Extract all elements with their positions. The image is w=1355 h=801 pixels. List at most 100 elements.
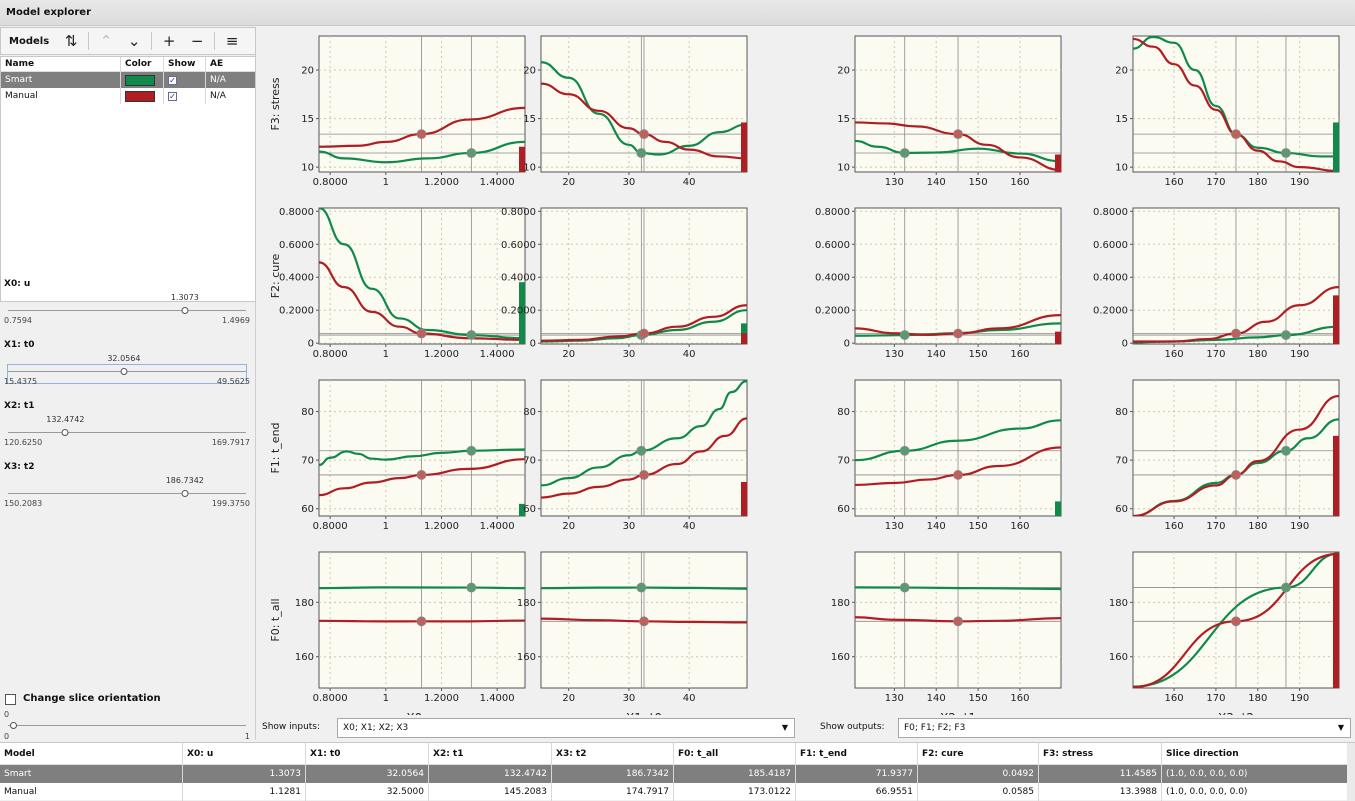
smart-series-line bbox=[319, 448, 525, 467]
model-show-cell[interactable]: ✓ bbox=[164, 88, 206, 104]
y-tick-label: 70 bbox=[837, 456, 850, 467]
x-tick-label: 1.4000 bbox=[480, 693, 515, 704]
model-row-smart[interactable]: Smart ✓ N/A bbox=[1, 72, 255, 88]
column-header-name[interactable]: Name bbox=[1, 57, 121, 71]
y-tick-label: 0.6000 bbox=[1093, 240, 1128, 251]
chevron-down-icon[interactable]: ▼ bbox=[1337, 723, 1344, 732]
slider-track[interactable] bbox=[8, 432, 246, 433]
show-outputs-select[interactable]: F0; F1; F2; F3 ▼ bbox=[898, 718, 1351, 738]
show-inputs-value: X0; X1; X2; X3 bbox=[343, 723, 409, 733]
x-tick-label: 170 bbox=[1206, 521, 1225, 532]
slider-handle[interactable] bbox=[181, 307, 189, 314]
manual-series-line bbox=[319, 458, 525, 497]
results-column-header[interactable]: X0: u bbox=[183, 743, 306, 764]
model-color-cell[interactable] bbox=[121, 72, 164, 88]
x-tick-label: 140 bbox=[927, 693, 946, 704]
manual-indicator-bar bbox=[741, 122, 747, 172]
menu-icon[interactable]: ≡ bbox=[225, 32, 239, 50]
table-cell: 186.7342 bbox=[552, 765, 674, 783]
x-tick-label: 150 bbox=[969, 349, 988, 360]
smart-indicator-bar bbox=[519, 282, 525, 344]
results-column-header[interactable]: F1: t_end bbox=[796, 743, 918, 764]
y-tick-label: 0.2000 bbox=[1093, 306, 1128, 317]
x-tick-label: 30 bbox=[623, 521, 636, 532]
table-cell: 173.0122 bbox=[674, 783, 796, 801]
minus-icon[interactable]: − bbox=[190, 32, 204, 50]
slider-value: 1.3073 bbox=[170, 293, 199, 302]
results-column-header[interactable]: F0: t_all bbox=[674, 743, 796, 764]
results-column-header[interactable]: F3: stress bbox=[1039, 743, 1162, 764]
results-scrollbar[interactable] bbox=[1347, 743, 1355, 801]
arrow-up-icon[interactable]: ⌃ bbox=[99, 32, 113, 50]
results-table: Model X0: u X1: t0 X2: t1 X3: t2 F0: t_a… bbox=[0, 742, 1355, 801]
orientation-slider-handle[interactable] bbox=[10, 722, 17, 729]
manual-point bbox=[416, 328, 427, 339]
arrow-down-icon[interactable]: ⌄ bbox=[127, 32, 141, 50]
plus-icon[interactable]: + bbox=[162, 32, 176, 50]
x-tick-label: 40 bbox=[683, 693, 696, 704]
plot-panel bbox=[318, 207, 526, 345]
show-inputs-select[interactable]: X0; X1; X2; X3 ▼ bbox=[337, 718, 795, 738]
column-header-show[interactable]: Show bbox=[164, 57, 206, 71]
slider-max: 199.3750 bbox=[211, 499, 250, 508]
table-row[interactable]: Manual 1.1281 32.5000 145.2083 174.7917 … bbox=[0, 783, 1355, 801]
results-column-header[interactable]: F2: cure bbox=[918, 743, 1039, 764]
change-orientation-checkbox[interactable] bbox=[5, 694, 16, 705]
y-tick-label: 60 bbox=[837, 504, 850, 515]
plot-filters: Show inputs: X0; X1; X2; X3 ▼ Show outpu… bbox=[257, 716, 1355, 740]
orientation-slider-track[interactable] bbox=[8, 725, 246, 726]
orientation-max: 1 bbox=[244, 732, 250, 741]
table-row[interactable]: Smart 1.3073 32.0564 132.4742 186.7342 1… bbox=[0, 765, 1355, 783]
x-tick-label: 1.2000 bbox=[424, 521, 459, 532]
sort-icon[interactable]: ⇅ bbox=[64, 32, 78, 50]
y-tick-label: 180 bbox=[1109, 598, 1128, 609]
show-checkbox[interactable]: ✓ bbox=[168, 91, 177, 101]
y-tick-label: 0.2000 bbox=[815, 306, 850, 317]
plot-panel bbox=[318, 379, 526, 517]
change-orientation-label[interactable]: Change slice orientation bbox=[23, 693, 161, 704]
smart-point bbox=[636, 445, 647, 456]
slider-handle[interactable] bbox=[61, 429, 69, 436]
slider-track[interactable] bbox=[8, 310, 246, 311]
table-cell: 66.9551 bbox=[796, 783, 918, 801]
slider-handle[interactable] bbox=[181, 490, 189, 497]
chevron-down-icon[interactable]: ▼ bbox=[781, 723, 788, 732]
model-show-cell[interactable]: ✓ bbox=[164, 72, 206, 88]
y-axis-label: F0: t_all bbox=[269, 598, 282, 641]
color-swatch[interactable] bbox=[125, 90, 155, 102]
manual-point bbox=[639, 129, 649, 140]
slider-track[interactable] bbox=[8, 493, 246, 494]
x-tick-label: 30 bbox=[623, 349, 636, 360]
x-tick-label: 20 bbox=[562, 177, 575, 188]
smart-series-line bbox=[855, 419, 1061, 462]
column-header-color[interactable]: Color bbox=[121, 57, 164, 71]
y-tick-label: 15 bbox=[301, 114, 314, 125]
y-tick-label: 70 bbox=[301, 456, 314, 467]
model-color-cell[interactable] bbox=[121, 88, 164, 104]
slider-handle[interactable] bbox=[120, 368, 128, 375]
y-tick-label: 0.8000 bbox=[279, 207, 314, 218]
show-checkbox[interactable]: ✓ bbox=[168, 75, 177, 85]
y-tick-label: 0.6000 bbox=[815, 240, 850, 251]
results-column-header[interactable]: X1: t0 bbox=[306, 743, 429, 764]
column-header-ae[interactable]: AE bbox=[210, 59, 224, 69]
results-column-header[interactable]: Model bbox=[0, 743, 183, 764]
smart-series-line bbox=[541, 380, 747, 487]
results-column-header[interactable]: X2: t1 bbox=[429, 743, 552, 764]
smart-point bbox=[636, 148, 647, 158]
y-tick-label: 15 bbox=[1115, 114, 1128, 125]
y-tick-label: 160 bbox=[295, 652, 314, 663]
results-column-header[interactable]: X3: t2 bbox=[552, 743, 674, 764]
manual-point bbox=[953, 616, 963, 627]
results-column-header[interactable]: Slice direction bbox=[1166, 748, 1239, 759]
color-swatch[interactable] bbox=[125, 74, 155, 86]
y-tick-label: 15 bbox=[523, 114, 536, 125]
table-cell: 185.4187 bbox=[674, 765, 796, 783]
slider-min: 120.6250 bbox=[4, 438, 43, 447]
manual-indicator-bar bbox=[1055, 331, 1061, 344]
smart-point bbox=[1281, 445, 1291, 456]
smart-indicator-bar bbox=[519, 503, 525, 516]
model-row-manual[interactable]: Manual ✓ N/A bbox=[1, 88, 255, 104]
y-tick-label: 0.2000 bbox=[501, 306, 536, 317]
x-tick-label: 140 bbox=[927, 349, 946, 360]
